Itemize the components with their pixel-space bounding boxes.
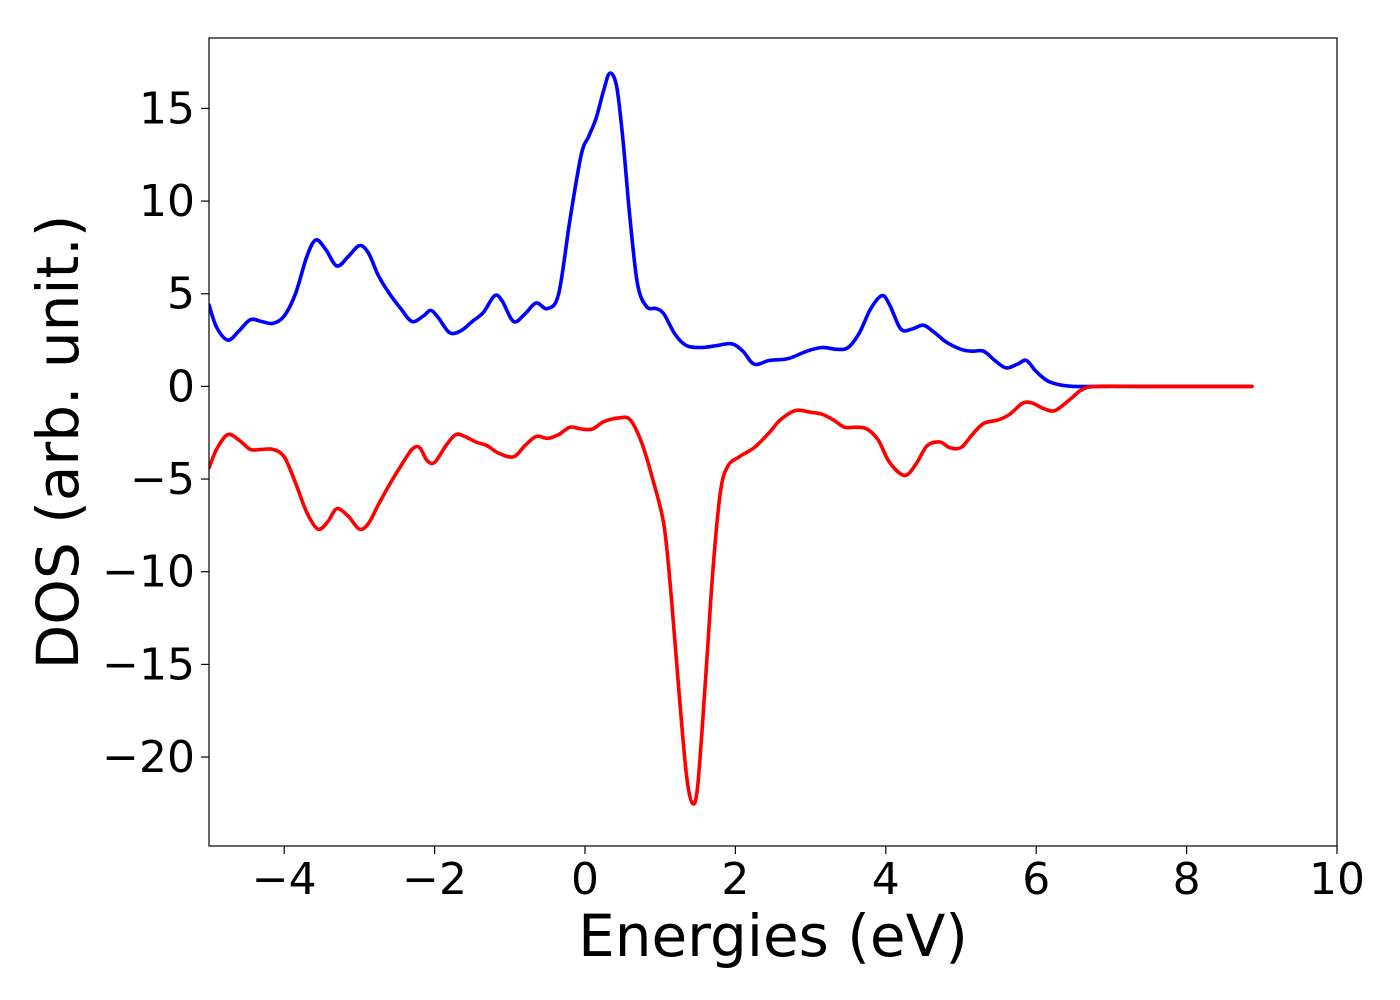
y-tick-label: 15: [139, 83, 195, 134]
y-tick-label: −5: [130, 454, 195, 505]
y-tick-label: 0: [167, 361, 195, 412]
x-tick-label: 4: [872, 854, 900, 905]
y-axis: 15 10 5 0 −5 −10 −15 −20: [102, 83, 209, 783]
x-tick-label: 0: [571, 854, 599, 905]
x-axis-label: Energies (eV): [578, 902, 968, 970]
y-tick-label: −10: [102, 547, 195, 598]
x-tick-label: −4: [252, 854, 317, 905]
x-tick-label: 8: [1173, 854, 1201, 905]
series-line-red: [209, 384, 1254, 806]
x-axis: −4 −2 0 2 4 6 8 10: [252, 846, 1365, 905]
plot-lines: [209, 71, 1254, 806]
y-tick-label: −20: [102, 732, 195, 783]
y-tick-label: 5: [167, 269, 195, 320]
x-tick-label: −2: [402, 854, 467, 905]
y-tick-label: 10: [139, 176, 195, 227]
x-tick-label: 10: [1309, 854, 1365, 905]
x-tick-label: 2: [721, 854, 749, 905]
y-axis-label: DOS (arb. unit.): [24, 215, 92, 670]
series-line-blue: [209, 71, 1254, 389]
x-tick-label: 6: [1022, 854, 1050, 905]
y-tick-label: −15: [102, 639, 195, 690]
plot-frame: [208, 37, 1338, 847]
